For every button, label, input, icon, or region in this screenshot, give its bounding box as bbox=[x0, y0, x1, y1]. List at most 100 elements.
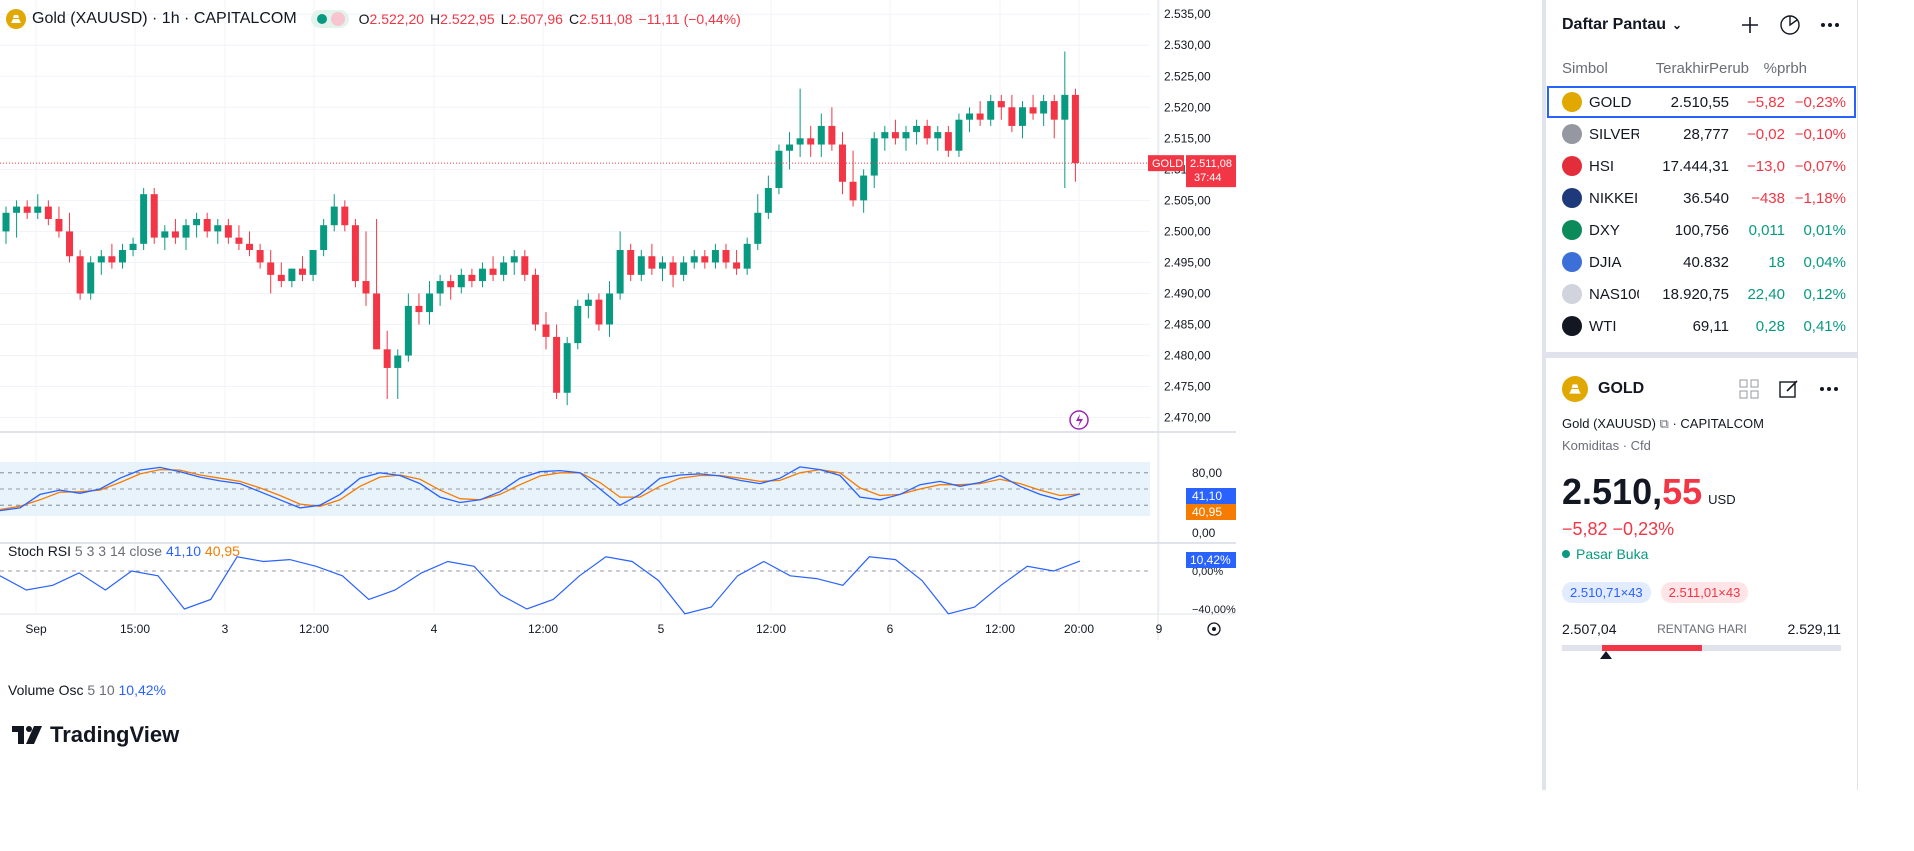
stoch-band bbox=[0, 462, 1150, 516]
symbol-logo-icon bbox=[1562, 156, 1582, 176]
candle-body bbox=[1008, 107, 1016, 126]
candle-body bbox=[351, 225, 359, 282]
stoch-axis-label: 80,00 bbox=[1192, 466, 1222, 480]
watchlist-title[interactable]: Daftar Pantau bbox=[1562, 16, 1667, 33]
volume-osc-legend[interactable]: Volume Osc 5 10 10,42% bbox=[8, 682, 166, 698]
candle-body bbox=[1029, 107, 1037, 114]
chart-area[interactable]: 2.535,00 2.530,00 2.525,00 2.520,00 2.515,00… bbox=[0, 0, 1236, 790]
symbol-logo-icon bbox=[1562, 188, 1582, 208]
column-change[interactable]: Perub bbox=[1709, 59, 1749, 77]
time-axis-label: 12:00 bbox=[985, 622, 1015, 636]
vosc-axis-label: −40,00% bbox=[1192, 604, 1236, 616]
candle-body bbox=[606, 293, 614, 325]
tradingview-logo[interactable]: TradingView bbox=[12, 722, 179, 748]
candle-body bbox=[235, 237, 243, 244]
time-axis-label: 20:00 bbox=[1064, 622, 1094, 636]
candle-body bbox=[817, 125, 825, 145]
stoch-rsi-legend[interactable]: Stoch RSI 5 3 3 14 close 41,10 40,95 bbox=[8, 543, 240, 559]
column-last[interactable]: Terakhir bbox=[1655, 59, 1709, 77]
candle-body bbox=[1040, 101, 1048, 114]
candle-body bbox=[457, 274, 465, 288]
candle-body bbox=[775, 150, 783, 188]
market-status: Pasar Buka bbox=[1546, 546, 1857, 562]
chart-title[interactable]: Gold (XAUUSD) · 1h · CAPITALCOM bbox=[32, 10, 297, 27]
candle-body bbox=[510, 256, 518, 263]
row-symbol: HSI bbox=[1589, 157, 1615, 175]
candle-body bbox=[680, 262, 688, 275]
symbol-logo-icon bbox=[1562, 92, 1582, 112]
row-last: 40.832 bbox=[1683, 253, 1729, 271]
last-price-symbol: GOLD bbox=[1152, 158, 1183, 170]
bid-badge: 2.510,71×43 bbox=[1562, 582, 1651, 603]
candle-body bbox=[701, 256, 709, 263]
close-value: 2.511,08 bbox=[579, 11, 633, 27]
row-change: −438 bbox=[1751, 189, 1785, 207]
candle-body bbox=[669, 262, 677, 275]
watchlist-row[interactable]: WTI 69,11 0,28 0,41% bbox=[1546, 310, 1857, 342]
candle-body bbox=[849, 181, 857, 201]
range-label: RENTANG HARI bbox=[1657, 622, 1747, 636]
details-symbol[interactable]: GOLD bbox=[1598, 380, 1645, 397]
external-link-icon[interactable]: ⧉ bbox=[1659, 416, 1669, 431]
watchlist-row[interactable]: HSI 17.444,31 −13,0 −0,07% bbox=[1546, 150, 1857, 182]
candle-body bbox=[542, 324, 550, 337]
candle-body bbox=[838, 144, 846, 182]
candle-body bbox=[468, 274, 476, 282]
candle-body bbox=[97, 256, 105, 263]
more-options-icon[interactable] bbox=[1819, 14, 1841, 36]
gold-symbol-icon bbox=[6, 9, 26, 29]
column-change-percent[interactable]: %prbh bbox=[1763, 59, 1807, 77]
row-last: 100,756 bbox=[1674, 221, 1729, 239]
watchlist-row[interactable]: DXY 100,756 0,011 0,01% bbox=[1546, 214, 1857, 246]
candle-body bbox=[563, 343, 571, 393]
candle-body bbox=[224, 225, 232, 238]
candle-body bbox=[330, 206, 338, 226]
price-axis-label: 2.515,00 bbox=[1164, 131, 1211, 145]
candle-body bbox=[500, 262, 508, 275]
chevron-down-icon[interactable]: ⌄ bbox=[1672, 18, 1683, 32]
chart-legend: Gold (XAUUSD) · 1h · CAPITALCOM O2.522,2… bbox=[6, 8, 747, 30]
time-axis-label: 9 bbox=[1156, 622, 1163, 636]
layout-grid-icon[interactable] bbox=[1737, 377, 1761, 401]
watchlist-row[interactable]: GOLD 2.510,55 −5,82 −0,23% bbox=[1547, 86, 1856, 118]
candle-body bbox=[489, 268, 497, 275]
candle-body bbox=[934, 132, 942, 139]
high-value: 2.522,95 bbox=[440, 11, 495, 27]
day-range-fill bbox=[1602, 645, 1702, 651]
candle-body bbox=[44, 206, 52, 219]
column-symbol[interactable]: Simbol bbox=[1562, 59, 1608, 77]
edit-icon[interactable] bbox=[1777, 377, 1801, 401]
day-range-marker-icon bbox=[1600, 651, 1612, 659]
watchlist-header: Daftar Pantau ⌄ bbox=[1546, 0, 1857, 50]
candle-body bbox=[923, 125, 931, 139]
candle-body bbox=[55, 219, 63, 232]
candle-body bbox=[1018, 107, 1026, 126]
advanced-view-icon[interactable] bbox=[1779, 14, 1801, 36]
stoch-k-line bbox=[0, 466, 1081, 512]
details-category: Komiditas · Cfd bbox=[1562, 438, 1651, 453]
watchlist-row[interactable]: NIKKEI 36.540 −438 −1,18% bbox=[1546, 182, 1857, 214]
row-last: 69,11 bbox=[1692, 317, 1729, 335]
candle-body bbox=[870, 138, 878, 176]
chart-canvas[interactable]: 2.535,00 2.530,00 2.525,00 2.520,00 2.515,00… bbox=[0, 0, 1236, 790]
candle-body bbox=[150, 194, 158, 238]
details-description[interactable]: Gold (XAUUSD) ⧉ · CAPITALCOM bbox=[1562, 416, 1764, 431]
candle-body bbox=[193, 219, 201, 226]
time-axis-label: 5 bbox=[658, 622, 665, 636]
watchlist-row[interactable]: NAS100 18.920,75 22,40 0,12% bbox=[1546, 278, 1857, 310]
market-status-pill[interactable] bbox=[310, 10, 349, 28]
more-options-icon[interactable] bbox=[1817, 377, 1841, 401]
watchlist-row[interactable]: DJIA 40.832 18 0,04% bbox=[1546, 246, 1857, 278]
vosc-tag bbox=[1186, 552, 1236, 568]
price-axis-label: 2.495,00 bbox=[1164, 255, 1211, 269]
stoch-d-tag-label: 40,95 bbox=[1192, 505, 1222, 519]
candle-body bbox=[595, 299, 603, 325]
add-symbol-icon[interactable] bbox=[1739, 14, 1761, 36]
time-axis-label: 4 bbox=[431, 622, 438, 636]
candle-body bbox=[1061, 94, 1069, 120]
candle-body bbox=[298, 268, 306, 275]
candle-body bbox=[955, 119, 963, 151]
symbol-logo-icon bbox=[1562, 316, 1582, 336]
watchlist-row[interactable]: SILVER 28,777 −0,02 −0,10% bbox=[1546, 118, 1857, 150]
candle-body bbox=[447, 281, 455, 288]
